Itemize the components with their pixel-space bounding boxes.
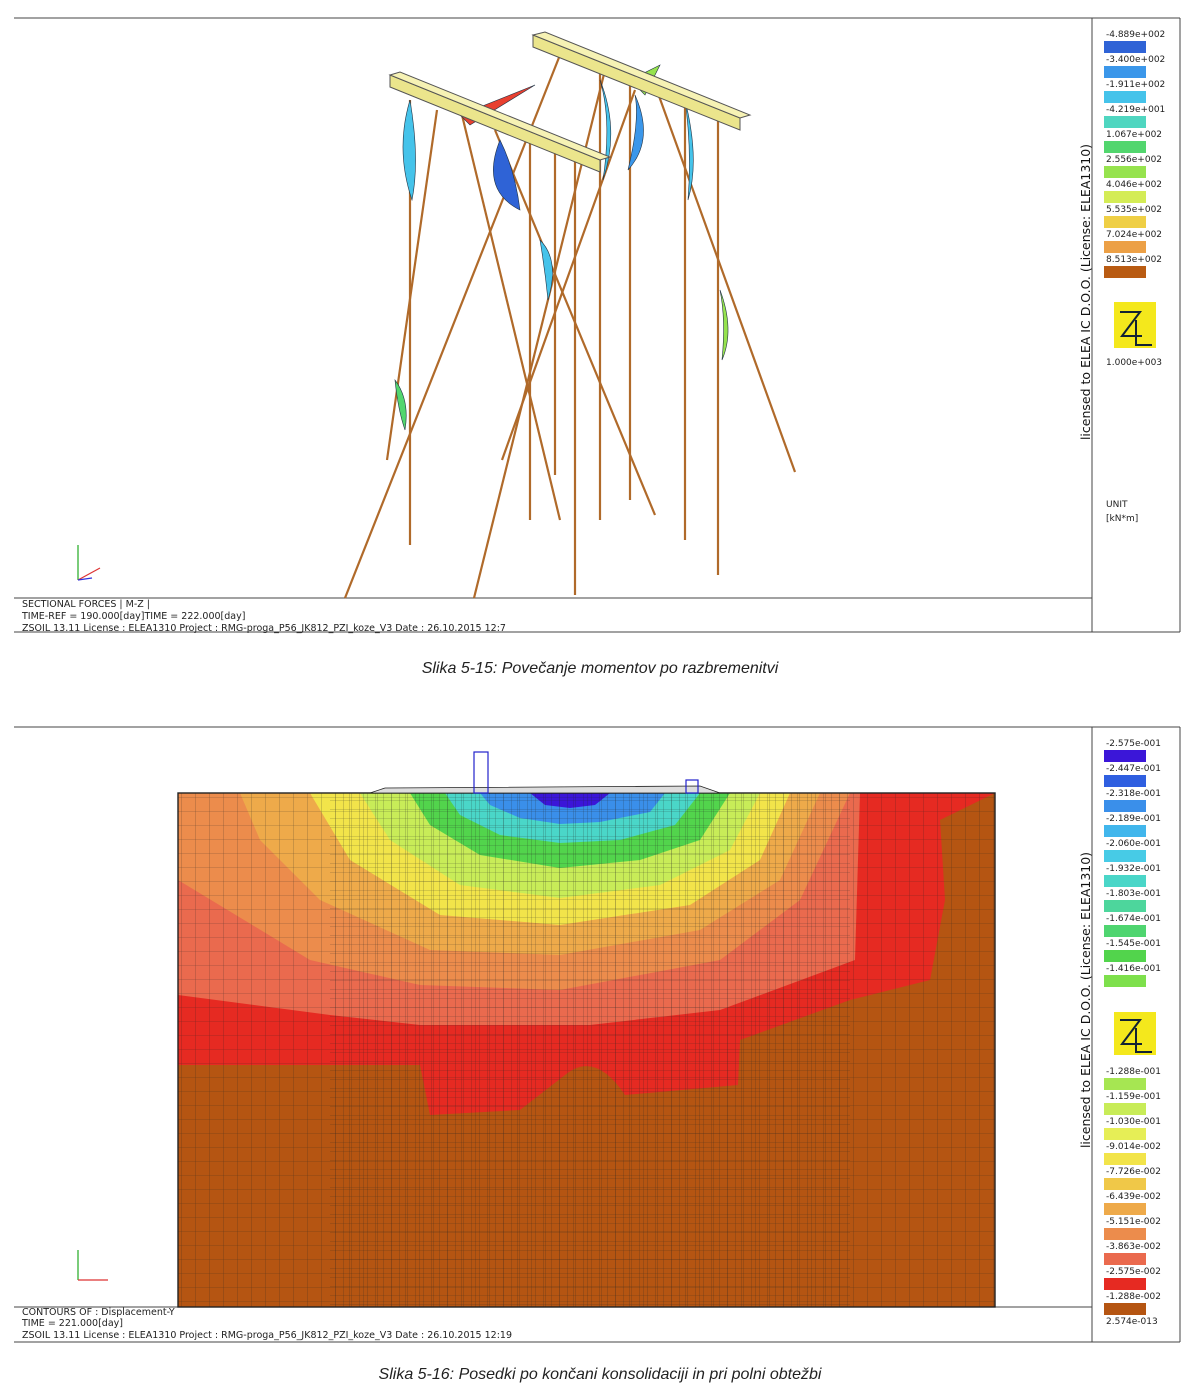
legend-swatch — [1104, 950, 1146, 962]
legend-swatch — [1104, 116, 1146, 128]
legend-label: -1.416e-001 — [1106, 964, 1161, 974]
legend-label: -1.159e-001 — [1106, 1092, 1161, 1102]
legend-swatch — [1104, 191, 1146, 203]
legend-label: -1.674e-001 — [1106, 914, 1161, 924]
legend-label: -1.288e-001 — [1106, 1067, 1161, 1077]
legend-label: -9.014e-002 — [1106, 1142, 1161, 1152]
legend-label: -1.545e-001 — [1106, 939, 1161, 949]
legend-swatch — [1104, 141, 1146, 153]
info-line: TIME = 221.000[day] — [21, 1318, 123, 1329]
legend-label: 5.535e+002 — [1106, 205, 1162, 215]
legend-label: -4.219e+001 — [1106, 105, 1165, 115]
legend-swatch — [1104, 1253, 1146, 1265]
legend-label: -1.030e-001 — [1106, 1117, 1161, 1127]
license-text: licensed to ELEA IC D.O.O. (License: ELE… — [1078, 852, 1093, 1148]
caption: Slika 5-16: Posedki po končani konsolida… — [378, 1366, 822, 1383]
license-text: licensed to ELEA IC D.O.O. (License: ELE… — [1078, 144, 1093, 440]
legend-swatch — [1104, 66, 1146, 78]
legend-label: -2.575e-002 — [1106, 1267, 1161, 1277]
unit-title: UNIT — [1106, 500, 1128, 510]
legend-label: -3.400e+002 — [1106, 55, 1165, 65]
legend-label: 7.024e+002 — [1106, 230, 1162, 240]
legend-swatch — [1104, 850, 1146, 862]
legend-swatch — [1104, 166, 1146, 178]
info-line: TIME-REF = 190.000[day]TIME = 222.000[da… — [21, 611, 245, 622]
legend-label: -6.439e-002 — [1106, 1192, 1161, 1202]
legend-swatch — [1104, 1203, 1146, 1215]
legend-swatch — [1104, 800, 1146, 812]
legend-label: -4.889e+002 — [1106, 30, 1165, 40]
info-line: ZSOIL 13.11 License : ELEA1310 Project :… — [22, 623, 506, 634]
legend-swatch — [1104, 1078, 1146, 1090]
pile-caps — [388, 31, 752, 173]
legend-swatch — [1104, 1153, 1146, 1165]
legend-swatch — [1104, 241, 1146, 253]
legend-label: 8.513e+002 — [1106, 255, 1162, 265]
info-line: CONTOURS OF : Displacement-Y — [22, 1307, 175, 1318]
legend-label: 2.574e-013 — [1106, 1317, 1158, 1327]
legend-swatch — [1104, 750, 1146, 762]
axis-triad — [77, 545, 101, 581]
legend-swatch — [1104, 1103, 1146, 1115]
legend-label: -3.863e-002 — [1106, 1242, 1161, 1252]
legend-swatch — [1104, 1228, 1146, 1240]
legend-label: -1.932e-001 — [1106, 864, 1161, 874]
legend-label: 4.046e+002 — [1106, 180, 1162, 190]
legend-label: -1.803e-001 — [1106, 889, 1161, 899]
legend-label: -1.911e+002 — [1106, 80, 1165, 90]
axis-triad — [77, 1250, 108, 1281]
legend-swatch — [1104, 875, 1146, 887]
info-line: SECTIONAL FORCES | M-Z | — [22, 599, 150, 610]
legend-label: -2.189e-001 — [1106, 814, 1161, 824]
legend-label: 2.556e+002 — [1106, 155, 1162, 165]
logo — [1114, 1012, 1156, 1055]
legend-label: -2.447e-001 — [1106, 764, 1161, 774]
unit: [kN*m] — [1106, 514, 1138, 524]
legend-swatch — [1104, 825, 1146, 837]
legend-label: -5.151e-002 — [1106, 1217, 1161, 1227]
legend-max: 1.000e+003 — [1106, 358, 1162, 368]
legend-swatch — [1104, 266, 1146, 278]
legend-label: 1.067e+002 — [1106, 130, 1162, 140]
logo — [1114, 302, 1156, 348]
figure1-frame — [14, 17, 1181, 633]
legend-swatch — [1104, 900, 1146, 912]
legend-swatch — [1104, 216, 1146, 228]
legend-label: -7.726e-002 — [1106, 1167, 1161, 1177]
legend-swatch — [1104, 1178, 1146, 1190]
legend-swatch — [1104, 1303, 1146, 1315]
legend-swatch — [1104, 41, 1146, 53]
legend-label: -2.318e-001 — [1106, 789, 1161, 799]
legend-label: -2.060e-001 — [1106, 839, 1161, 849]
contour-drawing — [177, 751, 996, 1308]
legend-label: -2.575e-001 — [1106, 739, 1161, 749]
legend-swatch — [1104, 91, 1146, 103]
legend-swatch — [1104, 775, 1146, 787]
legend-swatch — [1104, 975, 1146, 987]
legend-swatch — [1104, 1128, 1146, 1140]
caption: Slika 5-15: Povečanje momentov po razbre… — [421, 660, 779, 677]
info-line: ZSOIL 13.11 License : ELEA1310 Project :… — [22, 1330, 512, 1341]
legend-swatch — [1104, 1278, 1146, 1290]
legend-swatch — [1104, 925, 1146, 937]
legend-label: -1.288e-002 — [1106, 1292, 1161, 1302]
